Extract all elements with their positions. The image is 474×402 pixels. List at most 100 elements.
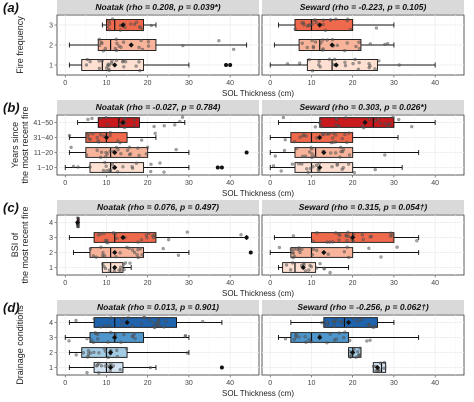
data-point: [99, 245, 103, 249]
data-point: [103, 46, 108, 51]
x-tick-label: 30: [390, 80, 398, 87]
data-point: [115, 348, 119, 353]
data-point: [374, 26, 379, 30]
data-point: [105, 24, 110, 28]
data-point: [291, 234, 296, 238]
data-point: [108, 130, 113, 135]
box-1: [68, 361, 224, 375]
data-point: [101, 253, 105, 258]
data-point: [166, 237, 171, 242]
data-point: [389, 231, 393, 235]
data-point: [99, 155, 103, 159]
data-point: [185, 230, 189, 234]
x-axis-label: SOL Thickness (cm): [222, 89, 294, 98]
category-tick-label: 41~50: [33, 120, 53, 127]
data-point: [323, 28, 328, 33]
data-point: [317, 169, 321, 173]
data-point: [140, 253, 144, 257]
x-tick-label: 30: [390, 380, 398, 387]
data-point: [311, 239, 315, 243]
data-point: [132, 123, 136, 127]
y-axis-label-line: the most recent fire: [20, 106, 30, 183]
data-point: [103, 324, 107, 328]
category-tick-label: 1: [49, 63, 53, 70]
x-tick-label: 10: [103, 80, 111, 87]
data-point: [308, 263, 312, 268]
data-point: [96, 363, 100, 367]
facet-title: Noatak (rho = 0.208, p = 0.039*): [95, 2, 220, 12]
data-point: [127, 145, 132, 149]
data-point: [104, 154, 108, 159]
box-3: [278, 330, 420, 345]
data-point: [307, 268, 311, 272]
box-3: [64, 330, 190, 345]
data-point: [130, 248, 135, 252]
data-point: [122, 332, 126, 337]
data-point: [107, 67, 111, 71]
data-point: [96, 337, 100, 341]
data-point: [343, 330, 347, 334]
data-point: [99, 133, 103, 137]
data-point: [348, 355, 353, 359]
data-point: [297, 335, 301, 339]
data-point: [123, 117, 127, 121]
data-point: [110, 162, 115, 167]
x-tick-label: 30: [185, 180, 193, 187]
data-point: [331, 131, 336, 136]
data-point: [334, 117, 338, 121]
data-point: [129, 22, 133, 26]
facet-seward: Seward (rho = -0.223, p = 0.105) 0 10 20 30 4…: [261, 0, 465, 87]
data-point: [319, 41, 323, 45]
x-tick-label: 10: [103, 280, 111, 287]
data-point: [348, 27, 353, 32]
facet-strip: [57, 200, 259, 214]
data-point: [312, 18, 316, 22]
data-point: [81, 351, 86, 355]
data-point: [139, 38, 143, 43]
x-axis-label: SOL Thickness (cm): [222, 289, 294, 298]
data-point: [153, 325, 157, 330]
data-point: [117, 268, 121, 272]
box-3: [273, 230, 420, 244]
facet-seward: Seward (rho = 0.315, p = 0.054†) 0 10 20 30 4…: [261, 200, 465, 287]
data-point: [292, 247, 297, 251]
data-point: [137, 153, 141, 158]
data-point: [327, 57, 332, 61]
data-point: [134, 161, 139, 165]
data-point: [114, 145, 119, 150]
category-tick-label: 2: [49, 350, 53, 357]
data-point: [119, 265, 123, 269]
y-axis-label: Years sincethe most recent fire: [10, 106, 30, 183]
data-point: [174, 147, 178, 152]
data-point: [121, 40, 126, 44]
data-point: [151, 321, 155, 325]
mean-marker: [120, 22, 126, 28]
data-point: [108, 168, 113, 173]
data-point: [114, 37, 118, 41]
data-point: [318, 119, 323, 123]
facet-strip: [262, 300, 464, 314]
facet-title: Noatak (rho = -0.027, p = 0.784): [96, 102, 221, 112]
data-point: [373, 167, 377, 172]
data-point: [395, 245, 399, 249]
data-point: [313, 125, 317, 129]
data-point: [89, 338, 94, 342]
data-point: [136, 146, 140, 150]
data-point: [136, 240, 140, 244]
data-point: [304, 340, 308, 344]
data-point: [86, 117, 90, 122]
data-point: [309, 340, 313, 344]
data-point: [288, 268, 293, 272]
data-point: [93, 331, 97, 335]
data-point: [367, 246, 371, 250]
data-point: [290, 261, 295, 265]
box-41~50: [77, 115, 186, 130]
data-point: [347, 255, 351, 260]
data-point: [92, 317, 96, 321]
box-1~10: [64, 160, 224, 174]
data-point: [383, 42, 387, 47]
data-point: [74, 318, 78, 323]
data-point: [97, 66, 101, 71]
panel-tag: (a): [3, 0, 19, 15]
